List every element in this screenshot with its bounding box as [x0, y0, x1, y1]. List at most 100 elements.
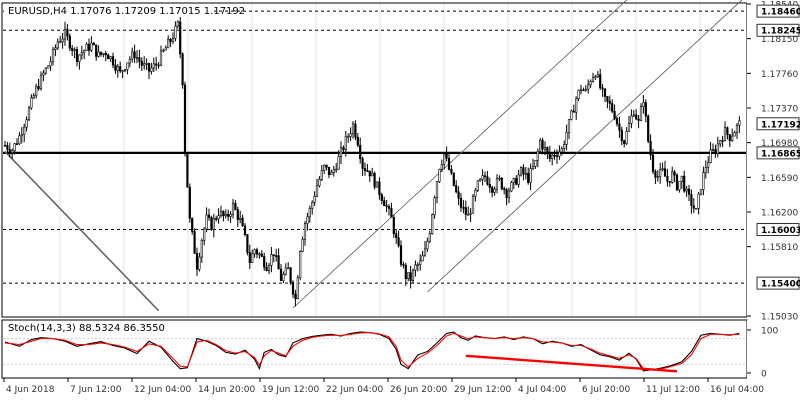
candle-bullish — [639, 106, 643, 121]
candle-bearish — [155, 63, 158, 66]
candle-bearish — [486, 176, 489, 185]
candle-bearish — [687, 188, 691, 195]
candle-bullish — [565, 132, 568, 145]
candle-bullish — [56, 41, 59, 49]
candle-bearish — [8, 149, 11, 154]
candle-bullish — [543, 147, 547, 150]
candle-bullish — [97, 51, 100, 57]
candle-bearish — [447, 157, 451, 170]
candle-bearish — [279, 268, 283, 281]
candle-bullish — [267, 264, 271, 271]
candle-bullish — [135, 57, 139, 59]
candle-bearish — [455, 185, 458, 193]
candle-bearish — [651, 154, 655, 172]
candle-bearish — [186, 152, 189, 188]
candle-bullish — [270, 254, 273, 266]
candle-bearish — [654, 171, 657, 178]
candle-bullish — [231, 202, 235, 215]
candle-bullish — [164, 47, 167, 51]
candle-bullish — [632, 114, 635, 117]
candle-bearish — [464, 207, 467, 215]
candle-bullish — [733, 132, 736, 137]
candle-bullish — [510, 182, 513, 192]
candle-bullish — [282, 274, 285, 281]
candle-bullish — [61, 38, 64, 43]
candle-bearish — [193, 231, 196, 254]
candle-bearish — [608, 100, 611, 104]
price-tick-label: 1.16590 — [761, 174, 798, 184]
candle-bearish — [452, 172, 455, 186]
candle-bearish — [397, 237, 400, 246]
time-tick-label: 22 Jun 04:00 — [326, 385, 383, 395]
candle-bullish — [529, 168, 532, 183]
candle-bearish — [666, 176, 669, 182]
candle-bearish — [402, 264, 405, 266]
candle-bullish — [476, 180, 479, 191]
candle-bearish — [505, 189, 508, 199]
candle-bullish — [738, 120, 741, 126]
candle-bearish — [99, 51, 103, 55]
channel-upper-line — [292, 0, 628, 309]
channel-lower-line — [427, 0, 743, 293]
candle-bearish — [66, 28, 69, 37]
candle-bullish — [407, 272, 410, 279]
candle-bearish — [555, 155, 559, 157]
candle-bearish — [246, 234, 249, 253]
candle-bullish — [59, 41, 62, 44]
candle-bullish — [18, 135, 21, 145]
candle-bearish — [611, 103, 614, 112]
candle-bearish — [104, 53, 107, 56]
candle-bullish — [116, 66, 119, 71]
candle-bearish — [248, 252, 251, 263]
candle-bearish — [668, 181, 671, 183]
candle-bearish — [548, 151, 551, 159]
candle-bullish — [591, 77, 595, 82]
candle-bullish — [145, 63, 148, 65]
candle-bullish — [44, 67, 47, 74]
candle-bearish — [294, 293, 297, 300]
candle-bearish — [263, 256, 266, 268]
candle-bullish — [699, 189, 703, 195]
price-level-label: 1.15400 — [761, 280, 800, 290]
candle-bullish — [471, 195, 475, 214]
stoch-tick-label: 0 — [761, 370, 767, 380]
time-tick-label: 19 Jun 12:00 — [262, 385, 319, 395]
candle-bullish — [438, 168, 441, 183]
candle-bullish — [11, 150, 14, 154]
candle-bullish — [335, 168, 338, 171]
candle-bearish — [373, 172, 376, 188]
time-tick-label: 4 Jul 04:00 — [518, 385, 567, 395]
candle-bullish — [707, 162, 710, 168]
candle-bearish — [582, 89, 585, 92]
candle-bullish — [320, 170, 323, 180]
candle-bearish — [675, 174, 679, 191]
candle-bearish — [363, 168, 367, 171]
channel-lines — [4, 0, 743, 312]
stoch-title-bg — [4, 321, 170, 333]
candle-bullish — [251, 253, 254, 263]
candle-bullish — [315, 185, 319, 197]
candle-bullish — [337, 156, 340, 170]
time-tick-label: 4 Jun 2018 — [6, 385, 55, 395]
candle-bearish — [227, 213, 230, 217]
stoch-signal-line — [4, 332, 740, 371]
candle-bearish — [714, 149, 717, 154]
price-level-label: 1.18460 — [761, 8, 800, 18]
price-tick-label: 1.16980 — [761, 139, 798, 149]
candle-bullish — [671, 171, 674, 183]
candle-bearish — [366, 170, 369, 172]
candle-bullish — [570, 110, 573, 120]
candle-bullish — [32, 95, 35, 99]
candle-bullish — [630, 115, 633, 124]
candle-bullish — [507, 190, 511, 199]
candle-bullish — [531, 165, 535, 169]
candle-bearish — [210, 217, 213, 231]
candle-bearish — [690, 194, 693, 207]
candle-bullish — [416, 264, 419, 266]
candle-bullish — [150, 67, 153, 72]
price-level-box — [756, 4, 800, 18]
candle-bullish — [284, 267, 287, 275]
candle-bullish — [656, 176, 659, 178]
candle-bullish — [80, 52, 83, 56]
